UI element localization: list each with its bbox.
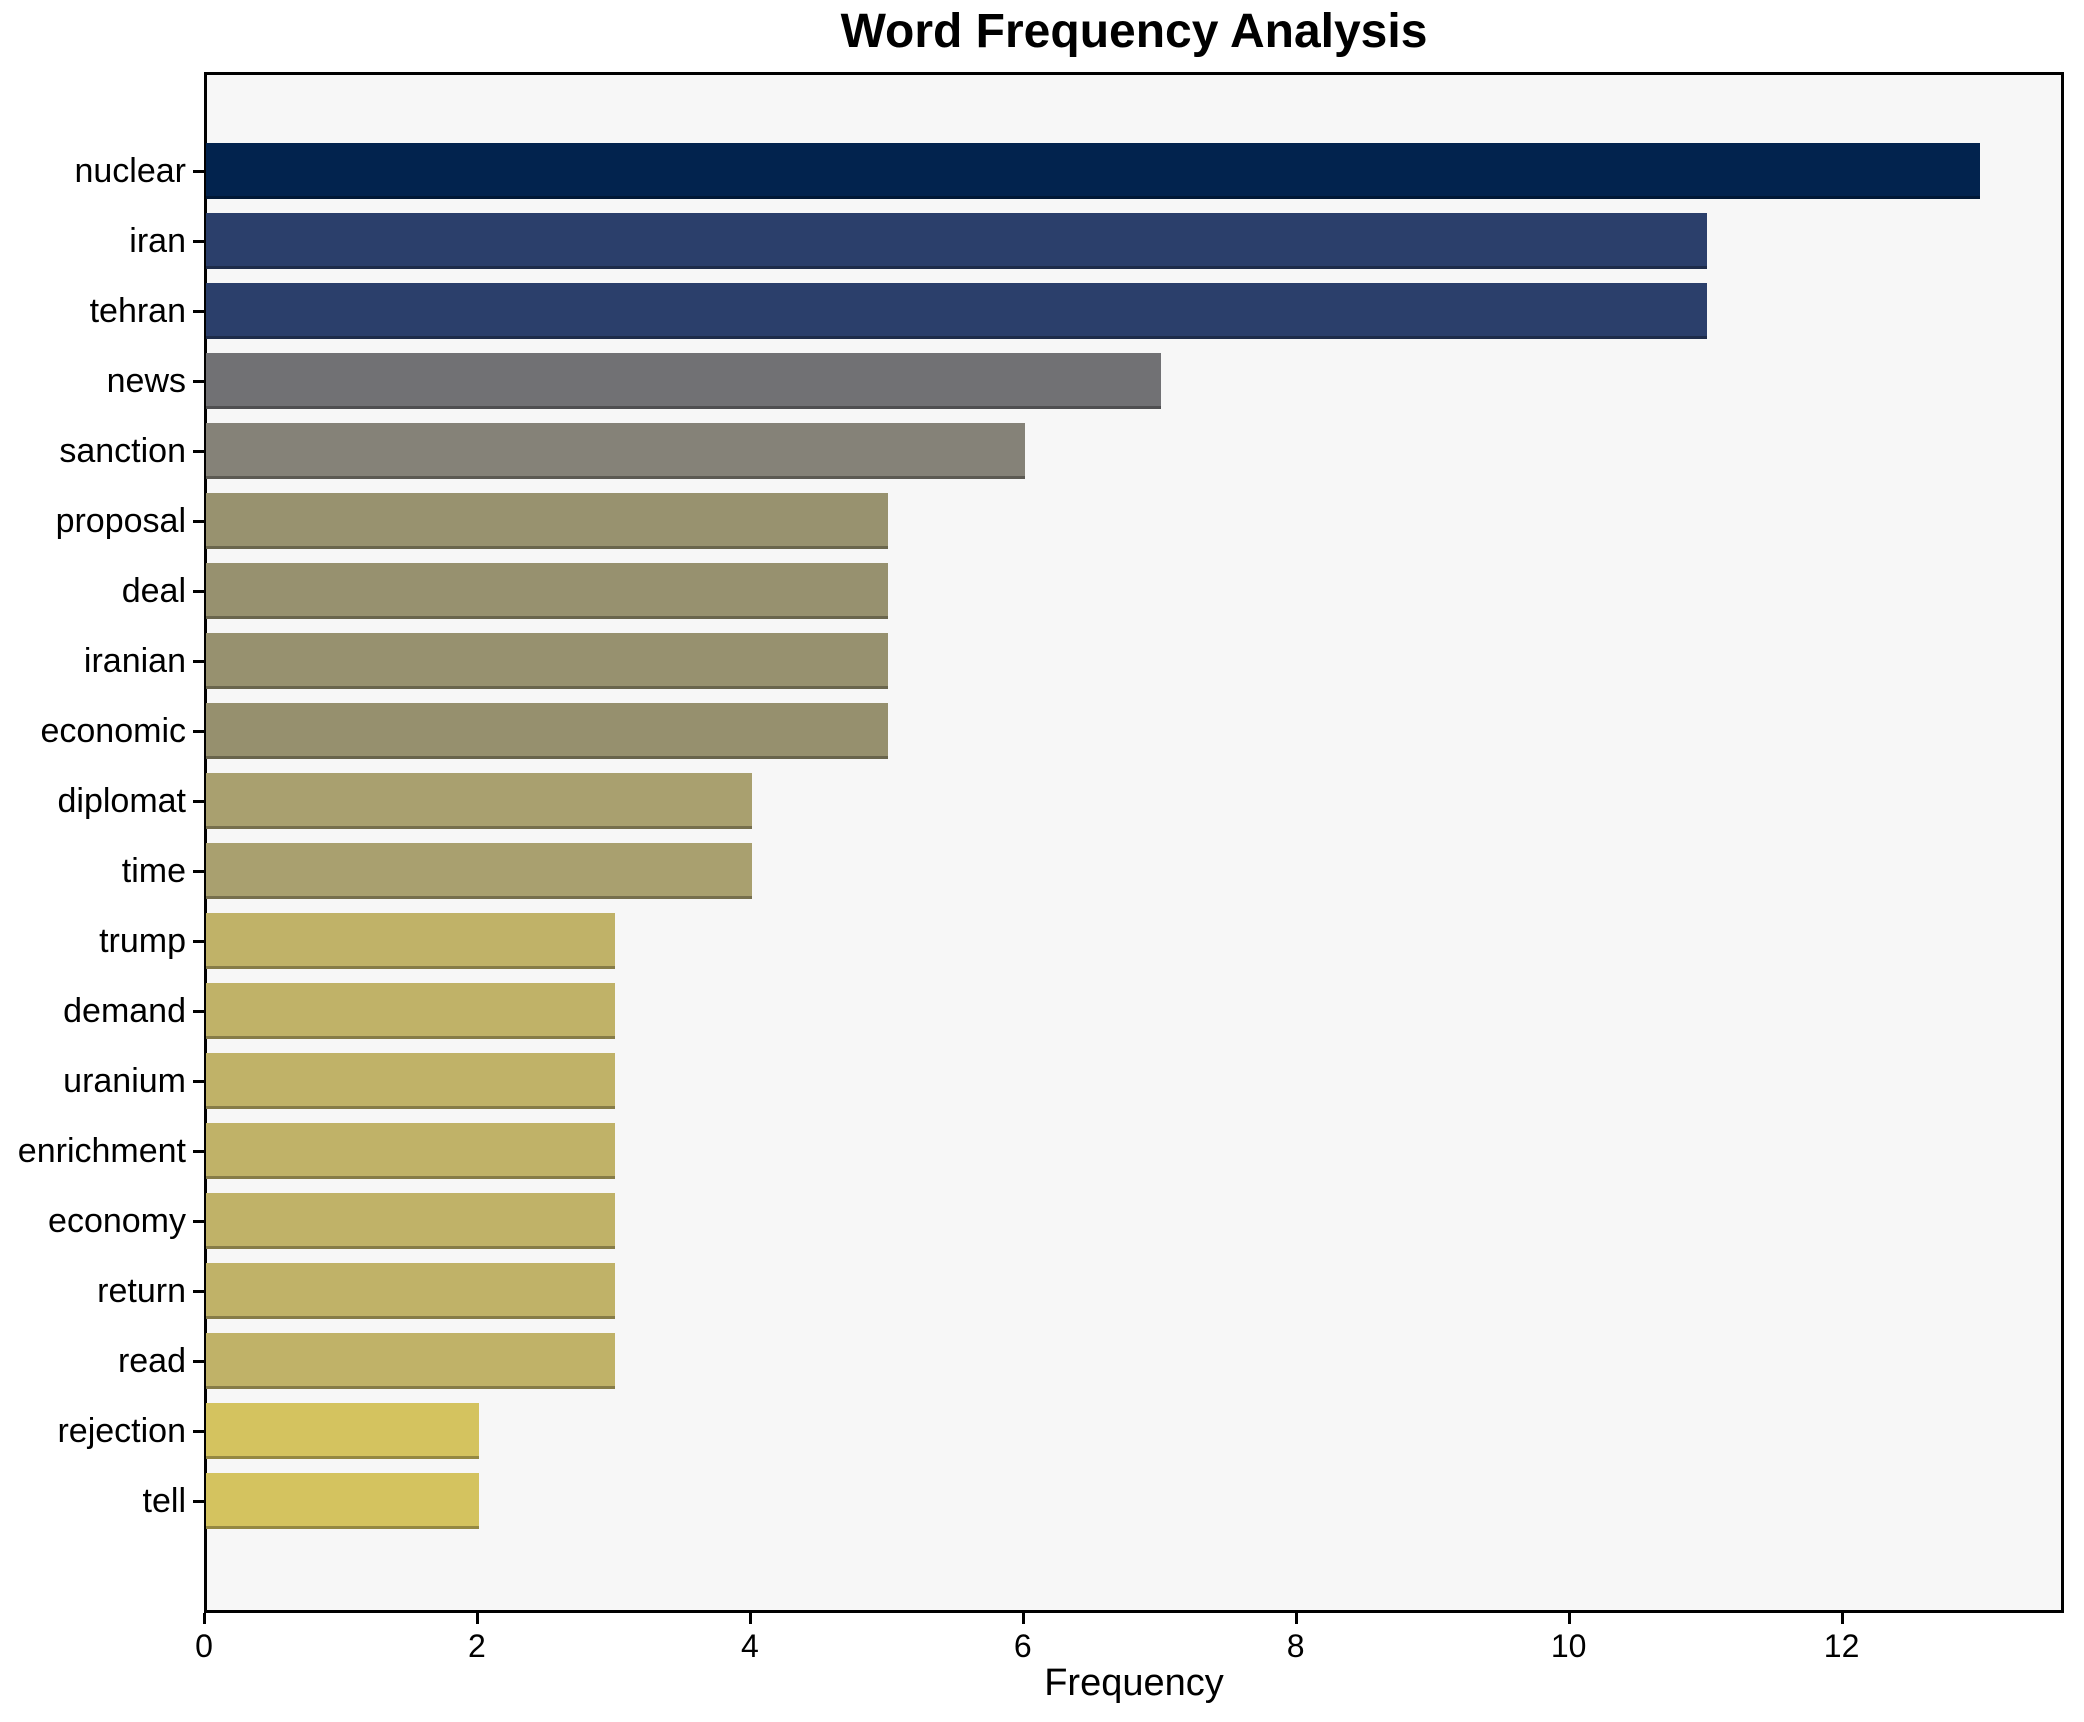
bar-return	[206, 1263, 615, 1319]
x-tick-label-0: 0	[195, 1628, 213, 1664]
y-label-economic: economic	[40, 712, 186, 750]
bar-news	[206, 353, 1161, 409]
x-tick-4	[748, 1613, 752, 1624]
y-tick-proposal	[193, 520, 204, 523]
y-label-tehran: tehran	[89, 292, 186, 330]
y-tick-uranium	[193, 1080, 204, 1083]
bar-uranium	[206, 1053, 615, 1109]
y-label-economy: economy	[48, 1202, 186, 1240]
x-axis-label: Frequency	[1044, 1662, 1224, 1704]
y-tick-economy	[193, 1220, 204, 1223]
y-label-proposal: proposal	[55, 502, 186, 540]
y-tick-read	[193, 1360, 204, 1363]
y-tick-iran	[193, 240, 204, 243]
x-tick-label-2: 2	[468, 1628, 486, 1664]
x-tick-6	[1021, 1613, 1025, 1624]
y-label-read: read	[117, 1342, 186, 1380]
bar-time	[206, 843, 752, 899]
y-label-deal: deal	[121, 572, 186, 610]
y-label-return: return	[97, 1272, 186, 1310]
y-tick-tehran	[193, 310, 204, 313]
bar-sanction	[206, 423, 1025, 479]
y-label-diplomat: diplomat	[57, 782, 186, 820]
x-tick-0	[203, 1613, 206, 1624]
bar-nuclear	[206, 143, 1980, 199]
y-label-time: time	[121, 852, 186, 890]
bar-read	[206, 1333, 615, 1389]
y-label-trump: trump	[99, 922, 186, 960]
x-tick-label-8: 8	[1286, 1628, 1305, 1664]
y-label-enrichment: enrichment	[17, 1132, 186, 1170]
bar-proposal	[206, 493, 888, 549]
x-tick-12	[1840, 1613, 1844, 1624]
y-label-iranian: iranian	[83, 642, 186, 680]
y-label-uranium: uranium	[63, 1062, 186, 1100]
bar-rejection	[206, 1403, 479, 1459]
bar-diplomat	[206, 773, 752, 829]
x-tick-label-10: 10	[1550, 1628, 1587, 1664]
bar-economic	[206, 703, 888, 759]
y-tick-demand	[193, 1010, 204, 1013]
y-label-nuclear: nuclear	[74, 152, 186, 190]
y-label-demand: demand	[63, 992, 186, 1030]
x-tick-label-12: 12	[1823, 1628, 1860, 1664]
y-label-news: news	[106, 362, 186, 400]
bar-demand	[206, 983, 615, 1039]
y-label-iran: iran	[129, 222, 186, 260]
y-tick-sanction	[193, 450, 204, 453]
bar-tell	[206, 1473, 479, 1529]
y-tick-return	[193, 1290, 204, 1293]
y-tick-rejection	[193, 1430, 204, 1433]
y-tick-enrichment	[193, 1150, 204, 1153]
y-tick-diplomat	[193, 800, 204, 803]
x-tick-2	[475, 1613, 479, 1624]
bar-iranian	[206, 633, 888, 689]
bar-economy	[206, 1193, 615, 1249]
y-tick-news	[193, 380, 204, 383]
bar-tehran	[206, 283, 1707, 339]
bar-trump	[206, 913, 615, 969]
y-label-sanction: sanction	[59, 432, 186, 470]
x-tick-10	[1567, 1613, 1571, 1624]
x-tick-label-6: 6	[1013, 1628, 1032, 1664]
y-tick-time	[193, 870, 204, 873]
x-tick-label-4: 4	[740, 1628, 759, 1664]
x-tick-8	[1294, 1613, 1298, 1624]
bar-iran	[206, 213, 1707, 269]
y-tick-economic	[193, 730, 204, 733]
y-tick-iranian	[193, 660, 204, 663]
y-tick-deal	[193, 590, 204, 593]
y-tick-nuclear	[193, 170, 204, 173]
y-label-rejection: rejection	[57, 1412, 186, 1450]
chart-title: Word Frequency Analysis	[840, 5, 1428, 58]
y-tick-tell	[193, 1500, 204, 1503]
bar-enrichment	[206, 1123, 615, 1179]
bar-deal	[206, 563, 888, 619]
y-tick-trump	[193, 940, 204, 943]
y-label-tell: tell	[142, 1482, 186, 1520]
